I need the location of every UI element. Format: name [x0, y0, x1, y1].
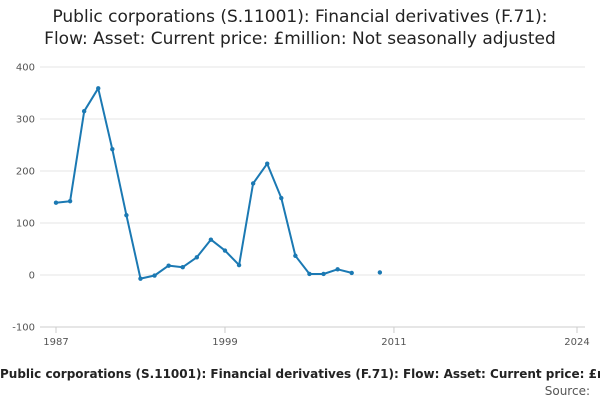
y-tick-label: 100: [16, 219, 35, 230]
footer-caption: Public corporations (S.11001): Financial…: [0, 367, 600, 381]
data-point[interactable]: [124, 213, 129, 218]
x-tick-label: 2024: [564, 337, 589, 348]
data-point[interactable]: [208, 237, 214, 242]
data-point[interactable]: [293, 253, 298, 258]
series-line: [55, 87, 353, 280]
y-tick-label: 200: [16, 167, 35, 178]
data-point[interactable]: [110, 146, 115, 152]
data-point[interactable]: [377, 270, 383, 275]
data-point[interactable]: [152, 273, 157, 278]
tick-labels: -100 0 100 200 300 400 1987 1999 2011 2024: [12, 63, 589, 349]
data-point[interactable]: [236, 262, 242, 268]
data-series: [53, 86, 383, 281]
x-tick-label: 1987: [43, 337, 68, 348]
data-point[interactable]: [222, 248, 228, 253]
y-tick-label: -100: [12, 323, 35, 334]
data-point[interactable]: [166, 263, 171, 268]
data-point[interactable]: [67, 198, 73, 204]
data-point[interactable]: [321, 271, 326, 277]
y-tick-label: 0: [29, 271, 35, 282]
x-tick-label: 2011: [381, 337, 406, 348]
chart-title-line-1: Public corporations (S.11001): Financial…: [52, 7, 548, 27]
data-point[interactable]: [265, 161, 270, 166]
data-point[interactable]: [81, 109, 87, 114]
data-point[interactable]: [180, 265, 185, 270]
data-point[interactable]: [307, 271, 312, 277]
data-point[interactable]: [335, 267, 340, 272]
chart-title-line-2: Flow: Asset: Current price: £million: No…: [44, 29, 556, 49]
y-tick-label: 300: [16, 115, 35, 126]
data-point[interactable]: [96, 86, 101, 91]
footer-source: Source:: [544, 384, 590, 398]
y-tick-label: 400: [16, 63, 35, 74]
data-point[interactable]: [53, 200, 59, 205]
chart-title: Public corporations (S.11001): Financial…: [0, 6, 600, 50]
data-point[interactable]: [349, 270, 354, 276]
data-point[interactable]: [194, 255, 200, 260]
data-point[interactable]: [250, 181, 256, 186]
x-tick-label: 1999: [212, 337, 237, 348]
data-point[interactable]: [138, 276, 143, 281]
data-point[interactable]: [279, 195, 284, 201]
x-axis: [40, 326, 585, 333]
